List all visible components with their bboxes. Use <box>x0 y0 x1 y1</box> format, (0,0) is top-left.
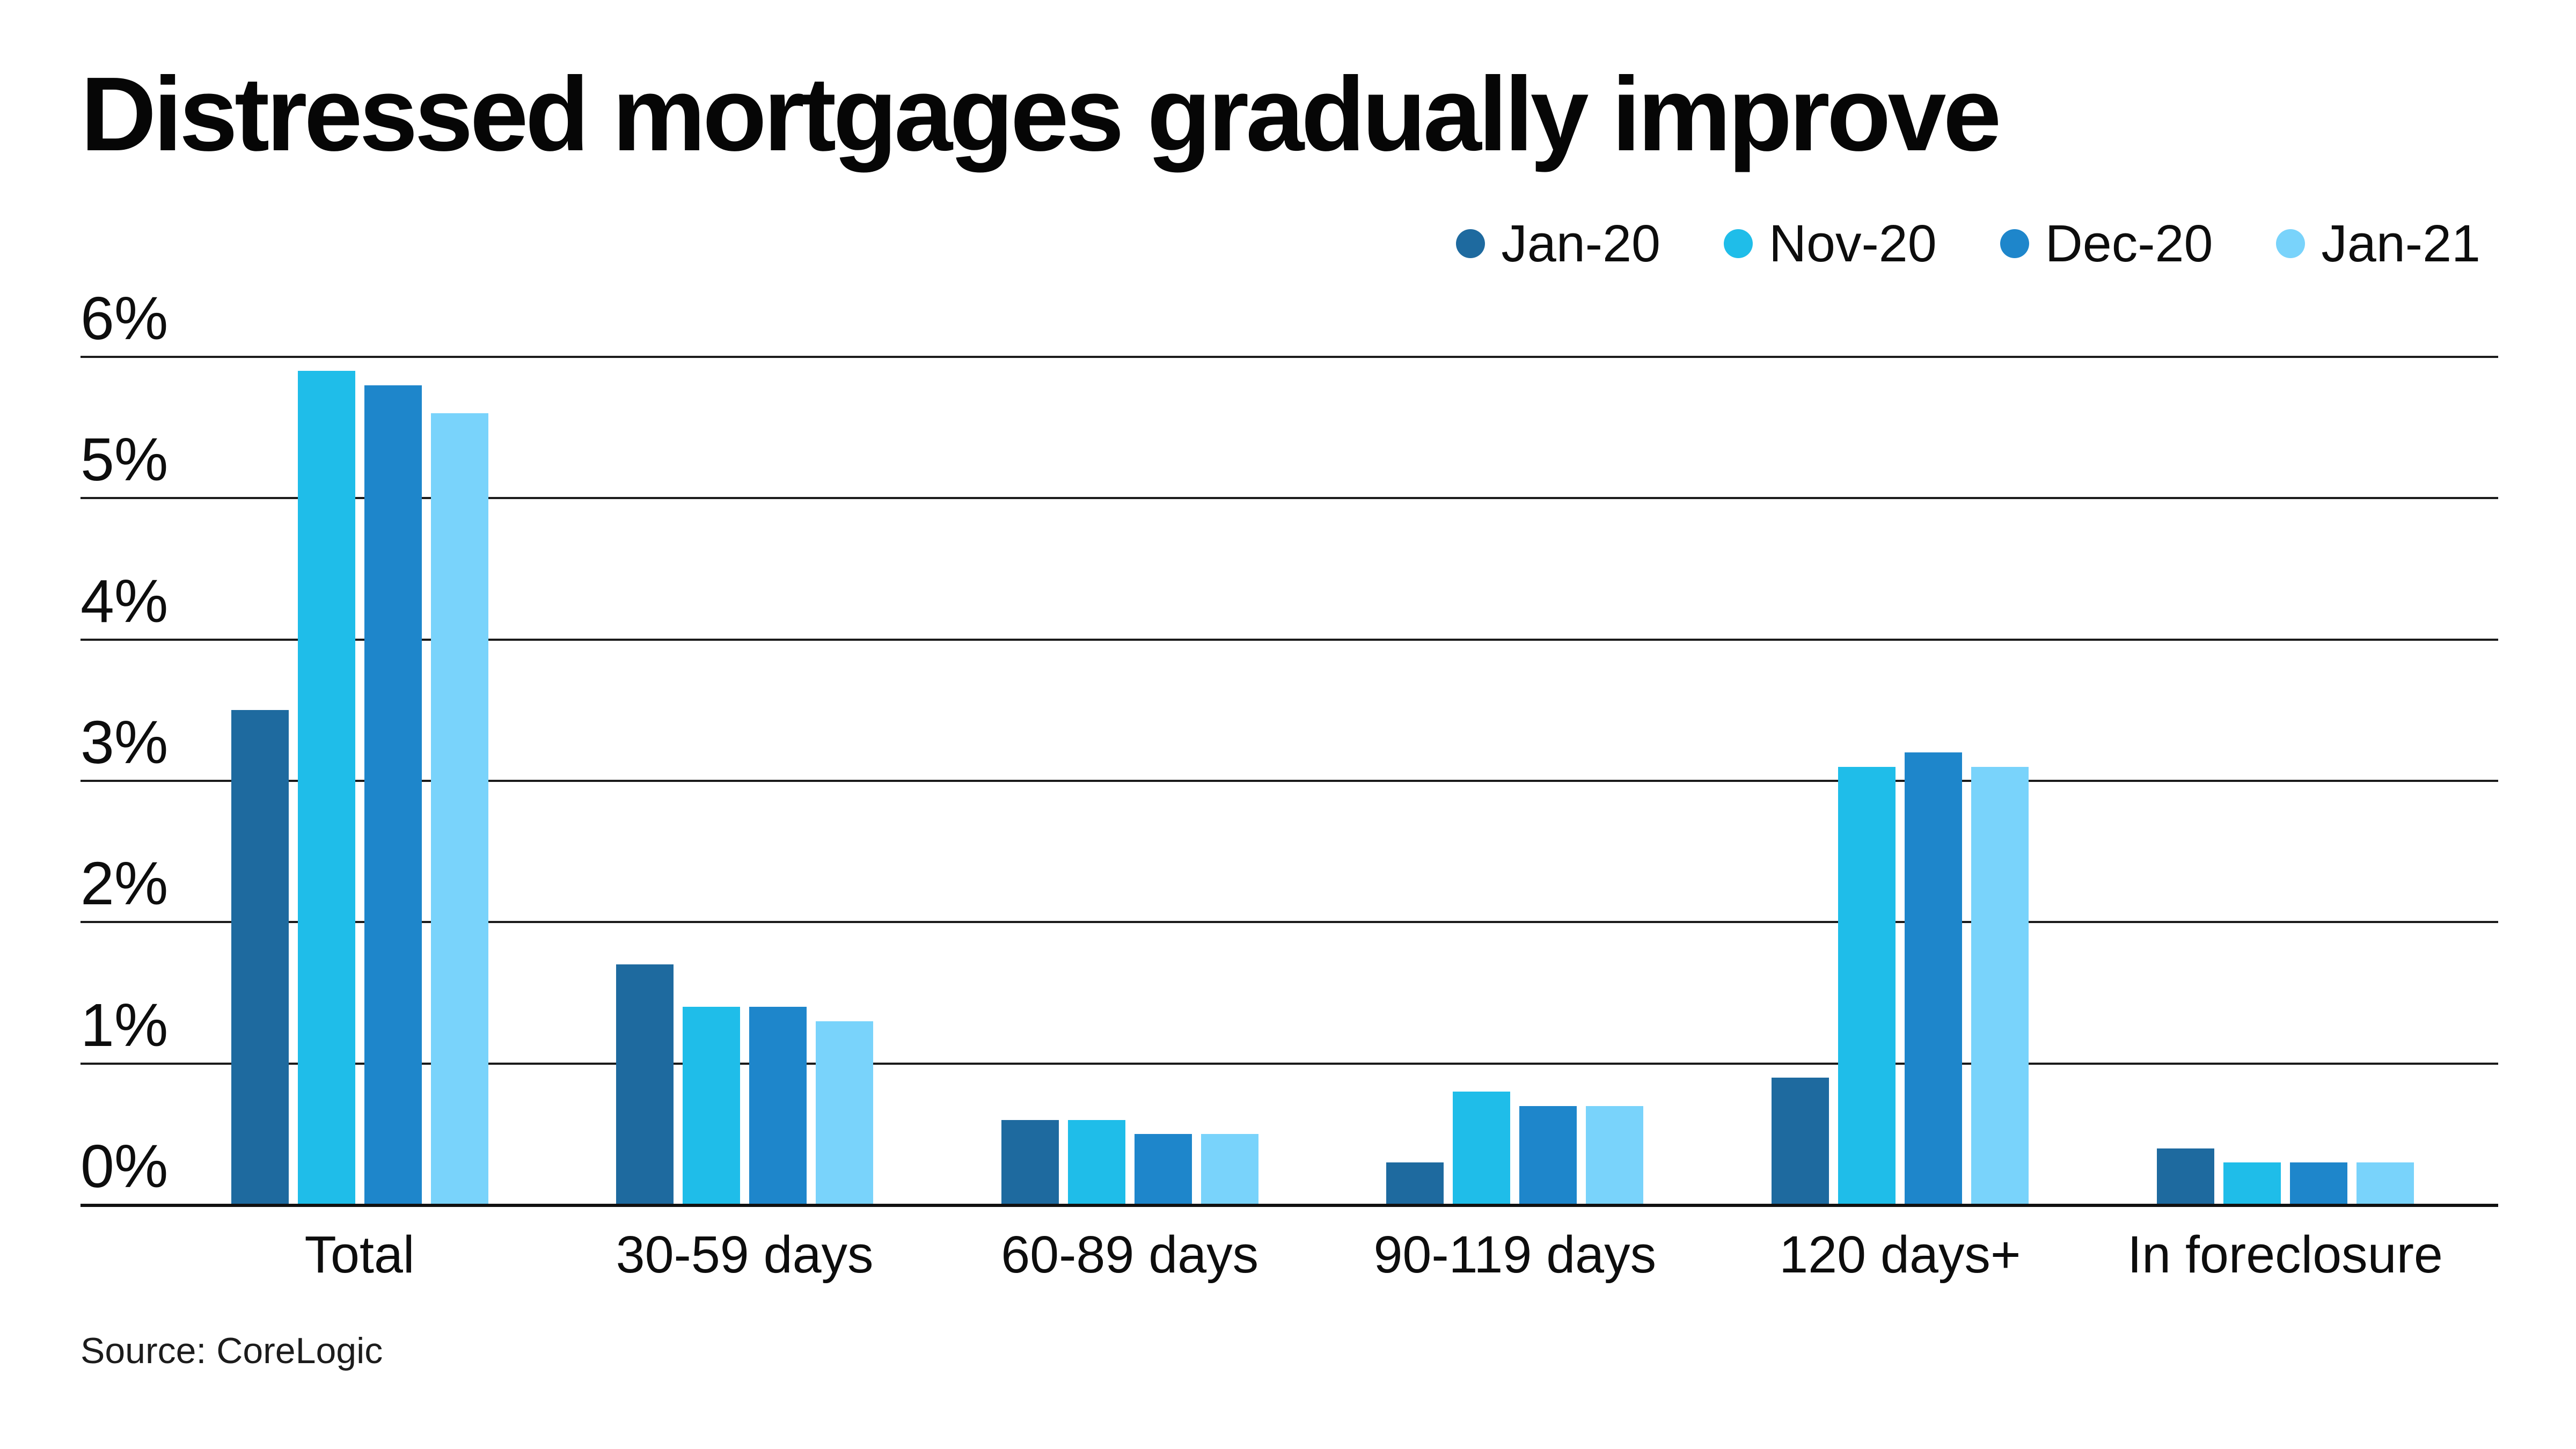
bar-nov-20-total <box>298 371 355 1205</box>
bar-jan-21-60-89-days <box>1201 1134 1258 1205</box>
y-tick-label-3pct: 3% <box>80 708 169 776</box>
legend-label: Jan-20 <box>1501 214 1660 273</box>
legend-label: Nov-20 <box>1769 214 1937 273</box>
legend-item-jan-20: Jan-20 <box>1456 214 1660 274</box>
gridline-2pct <box>80 921 2498 924</box>
bar-jan-21-120-days+ <box>1971 767 2029 1205</box>
bar-jan-20-60-89-days <box>1001 1120 1059 1205</box>
gridline-5pct <box>80 497 2498 500</box>
gridline-6pct <box>80 356 2498 358</box>
gridline-1pct <box>80 1062 2498 1065</box>
y-tick-label-1pct: 1% <box>80 991 169 1059</box>
bar-nov-20-60-89-days <box>1068 1120 1125 1205</box>
bar-nov-20-90-119-days <box>1453 1092 1510 1205</box>
x-category-label-120-days+: 120 days+ <box>1779 1225 2021 1284</box>
y-tick-label-4pct: 4% <box>80 567 169 635</box>
y-tick-label-6pct: 6% <box>80 284 169 353</box>
bar-dec-20-60-89-days <box>1135 1134 1192 1205</box>
x-category-label-60-89-days: 60-89 days <box>1001 1225 1259 1284</box>
gridline-3pct <box>80 780 2498 782</box>
bar-jan-21-in-foreclosure <box>2357 1162 2414 1205</box>
bar-dec-20-total <box>364 385 422 1205</box>
x-category-label-total: Total <box>304 1225 415 1284</box>
x-category-label-in-foreclosure: In foreclosure <box>2127 1225 2443 1284</box>
bar-nov-20-120-days+ <box>1838 767 1896 1205</box>
bar-jan-20-in-foreclosure <box>2157 1148 2214 1205</box>
legend-dot-icon <box>1456 229 1485 258</box>
y-tick-label-2pct: 2% <box>80 850 169 918</box>
source-caption: Source: CoreLogic <box>80 1330 383 1371</box>
x-axis-line <box>80 1204 2498 1207</box>
chart-title: Distressed mortgages gradually improve <box>80 55 2002 173</box>
legend-label: Jan-21 <box>2321 214 2480 273</box>
legend-label: Dec-20 <box>2045 214 2213 273</box>
bar-dec-20-120-days+ <box>1905 752 1962 1205</box>
x-category-label-30-59-days: 30-59 days <box>616 1225 874 1284</box>
y-tick-label-0pct: 0% <box>80 1132 169 1200</box>
bar-jan-20-120-days+ <box>1772 1078 1829 1205</box>
bar-jan-21-90-119-days <box>1586 1106 1643 1205</box>
bar-jan-20-30-59-days <box>616 964 674 1205</box>
x-category-label-90-119-days: 90-119 days <box>1373 1225 1657 1284</box>
legend-item-nov-20: Nov-20 <box>1724 214 1937 274</box>
gridline-4pct <box>80 638 2498 641</box>
bar-dec-20-90-119-days <box>1519 1106 1577 1205</box>
legend-item-dec-20: Dec-20 <box>2000 214 2213 274</box>
bar-dec-20-in-foreclosure <box>2290 1162 2347 1205</box>
legend-dot-icon <box>2276 229 2306 258</box>
bar-jan-20-total <box>231 710 289 1205</box>
legend-dot-icon <box>2000 229 2029 258</box>
bar-nov-20-in-foreclosure <box>2223 1162 2281 1205</box>
legend-dot-icon <box>1724 229 1753 258</box>
legend: Jan-20 Nov-20 Dec-20 Jan-21 <box>1456 214 2480 274</box>
bar-jan-21-total <box>431 413 488 1205</box>
bar-dec-20-30-59-days <box>749 1007 807 1205</box>
y-tick-label-5pct: 5% <box>80 426 169 494</box>
bar-nov-20-30-59-days <box>683 1007 740 1205</box>
legend-item-jan-21: Jan-21 <box>2276 214 2480 274</box>
bar-jan-20-90-119-days <box>1386 1162 1444 1205</box>
bar-jan-21-30-59-days <box>816 1021 873 1205</box>
